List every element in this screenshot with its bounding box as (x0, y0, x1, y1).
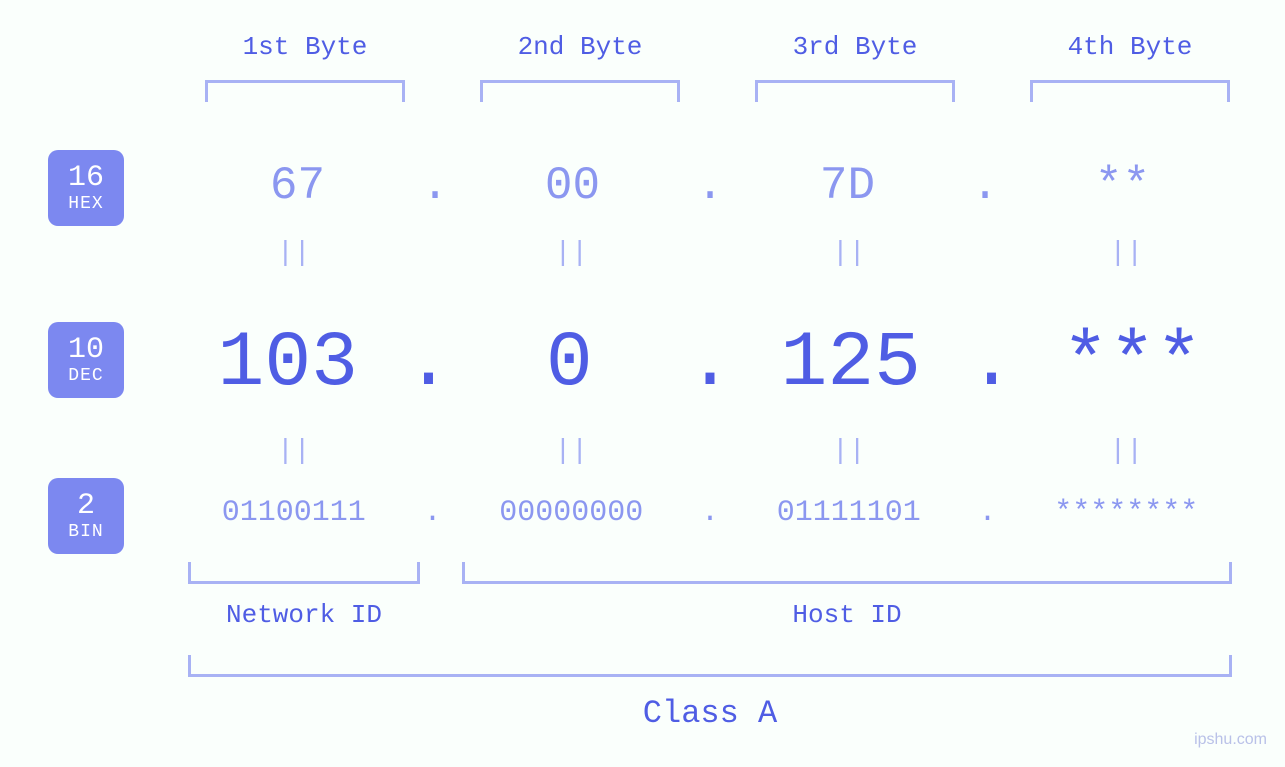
dec-dot-3: . (964, 320, 1020, 408)
equals-2b: || (453, 436, 691, 467)
hex-dot-3: . (970, 160, 1000, 212)
badge-hex: 16 HEX (48, 150, 124, 226)
top-bracket-4 (1030, 80, 1230, 102)
badge-dec-base: 10 (68, 335, 104, 365)
bin-byte-2: 00000000 (453, 496, 691, 530)
network-id-label: Network ID (188, 600, 420, 630)
host-id-bracket (462, 562, 1232, 584)
top-bracket-3 (755, 80, 955, 102)
host-id-label: Host ID (462, 600, 1232, 630)
badge-dec-label: DEC (68, 367, 103, 385)
bin-byte-3: 01111101 (730, 496, 968, 530)
watermark: ipshu.com (1194, 731, 1267, 749)
bin-row: 01100111 . 00000000 . 01111101 . *******… (175, 496, 1245, 530)
byte-header-1: 1st Byte (205, 32, 405, 62)
ip-byte-diagram: 1st Byte 2nd Byte 3rd Byte 4th Byte 16 H… (0, 0, 1285, 767)
badge-bin-base: 2 (77, 491, 95, 521)
class-label: Class A (188, 695, 1232, 732)
dec-dot-1: . (401, 320, 457, 408)
hex-byte-3: 7D (725, 160, 970, 212)
hex-byte-4: ** (1000, 160, 1245, 212)
bin-byte-4: ******** (1008, 496, 1246, 530)
badge-bin: 2 BIN (48, 478, 124, 554)
equals-2a: || (453, 238, 691, 269)
equals-row-hex-dec: || || || || (175, 238, 1245, 269)
dec-byte-4: *** (1020, 320, 1246, 408)
top-bracket-1 (205, 80, 405, 102)
equals-4a: || (1008, 238, 1246, 269)
hex-byte-2: 00 (450, 160, 695, 212)
bin-dot-2: . (690, 496, 730, 530)
badge-hex-base: 16 (68, 163, 104, 193)
bin-dot-1: . (413, 496, 453, 530)
hex-dot-2: . (695, 160, 725, 212)
bin-dot-3: . (968, 496, 1008, 530)
dec-byte-3: 125 (738, 320, 964, 408)
equals-3a: || (730, 238, 968, 269)
class-bracket (188, 655, 1232, 677)
equals-1b: || (175, 436, 413, 467)
hex-byte-1: 67 (175, 160, 420, 212)
badge-dec: 10 DEC (48, 322, 124, 398)
byte-header-3: 3rd Byte (755, 32, 955, 62)
network-id-bracket (188, 562, 420, 584)
dec-dot-2: . (682, 320, 738, 408)
top-bracket-2 (480, 80, 680, 102)
equals-row-dec-bin: || || || || (175, 436, 1245, 467)
hex-row: 67 . 00 . 7D . ** (175, 160, 1245, 212)
byte-header-4: 4th Byte (1030, 32, 1230, 62)
dec-row: 103 . 0 . 125 . *** (175, 320, 1245, 408)
equals-1a: || (175, 238, 413, 269)
badge-bin-label: BIN (68, 523, 103, 541)
equals-3b: || (730, 436, 968, 467)
equals-4b: || (1008, 436, 1246, 467)
hex-dot-1: . (420, 160, 450, 212)
dec-byte-2: 0 (457, 320, 683, 408)
dec-byte-1: 103 (175, 320, 401, 408)
badge-hex-label: HEX (68, 195, 103, 213)
bin-byte-1: 01100111 (175, 496, 413, 530)
byte-header-2: 2nd Byte (480, 32, 680, 62)
